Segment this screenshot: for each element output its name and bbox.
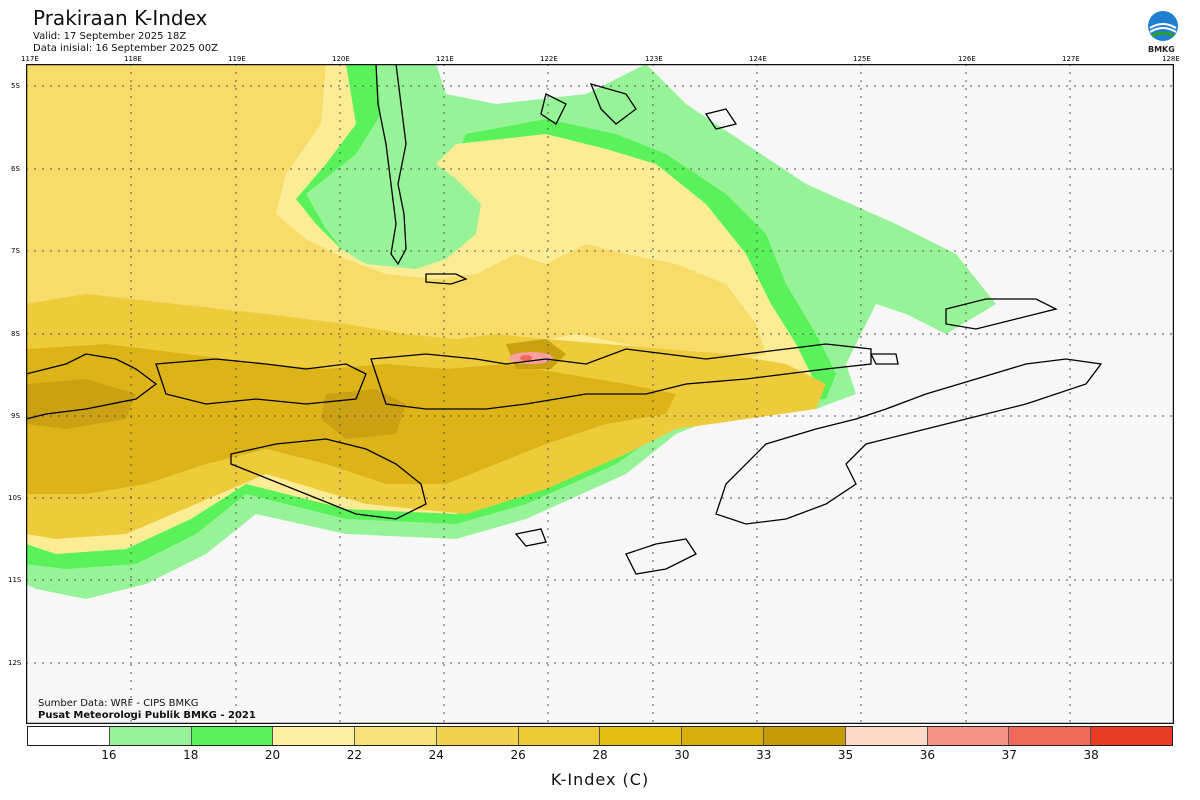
- colorbar-tick-label: 22: [346, 748, 363, 762]
- coastline-timor: [715, 358, 1103, 525]
- lat-label-7s: 7S: [11, 247, 20, 255]
- colorbar-tick-label: 16: [101, 748, 117, 762]
- lon-label-121: 121E: [436, 55, 454, 63]
- lon-label-119: 119E: [228, 55, 246, 63]
- coastline-sumbawa: [155, 358, 367, 405]
- colorbar-swatch: [1009, 727, 1092, 745]
- coastlines: [26, 64, 1103, 575]
- coastline-southeast-sulawesi: [540, 93, 567, 125]
- lat-label-12s: 12S: [8, 659, 22, 667]
- colorbar-tick-label: 30: [674, 748, 690, 762]
- colorbar-swatch: [764, 727, 846, 745]
- colorbar-tick-label: 28: [592, 748, 608, 762]
- colorbar-swatch: [191, 727, 274, 745]
- colorbar-swatch: [355, 727, 437, 745]
- bmkg-logo-icon: [1148, 11, 1178, 41]
- colorbar-swatch: [682, 727, 765, 745]
- lat-label-11s: 11S: [8, 576, 22, 584]
- colorbar-swatch: [436, 727, 519, 745]
- lon-label-127: 127E: [1062, 55, 1080, 63]
- colorbar-swatch: [109, 727, 192, 745]
- organization: Pusat Meteorologi Publik BMKG - 2021: [38, 710, 256, 721]
- colorbar-tick-label: 37: [1001, 748, 1017, 762]
- colorbar-swatch: [273, 727, 356, 745]
- map-frame: [26, 64, 1174, 724]
- lon-label-125: 125E: [853, 55, 871, 63]
- kindex-peak-core: [520, 355, 532, 361]
- coastline-sawu: [514, 528, 547, 547]
- colorbar-tick-label: 20: [264, 748, 281, 762]
- coastline-buton: [589, 83, 637, 125]
- colorbar-title: K-Index (C): [550, 770, 650, 789]
- lon-label-123: 123E: [645, 55, 663, 63]
- colorbar-swatch: [927, 727, 1010, 745]
- colorbar-swatch: [1091, 727, 1172, 745]
- colorbar-tick-label: 24: [428, 748, 444, 762]
- lon-label-124: 124E: [749, 55, 767, 63]
- kindex-zone-28: [26, 379, 136, 429]
- lon-label-128: 128E: [1162, 55, 1180, 63]
- coastline-rote: [625, 538, 697, 575]
- coastline-south-sulawesi: [375, 64, 407, 266]
- colorbar-tick-label: 35: [837, 748, 854, 762]
- coastline-banda: [704, 108, 738, 130]
- colorbar-swatch: [600, 727, 683, 745]
- coastline-flores: [370, 343, 872, 410]
- lat-label-8s: 8S: [11, 330, 20, 338]
- lon-label-118: 118E: [124, 55, 142, 63]
- lon-label-126: 126E: [958, 55, 976, 63]
- logo-label: BMKG: [1148, 45, 1175, 54]
- lat-label-5s: 5S: [11, 82, 20, 90]
- coastline-flores-sea-island: [425, 273, 468, 285]
- k-index-map: 117E: [26, 64, 1174, 724]
- map-title: Prakiraan K-Index: [33, 6, 208, 30]
- lat-label-6s: 6S: [11, 165, 20, 173]
- coastline-wetar: [945, 298, 1058, 330]
- lon-label-120: 120E: [332, 55, 350, 63]
- valid-time: Valid: 17 September 2025 18Z: [33, 31, 187, 42]
- colorbar-tick-label: 33: [756, 748, 772, 762]
- data-source: Sumber Data: WRF - CIPS BMKG: [38, 698, 199, 709]
- colorbar-swatch: [28, 727, 110, 745]
- coastline-alor: [869, 353, 899, 365]
- colorbar-swatch: [845, 727, 928, 745]
- colorbar-tick-label: 18: [183, 748, 199, 762]
- lon-label-122: 122E: [540, 55, 558, 63]
- colorbar-swatch: [518, 727, 601, 745]
- colorbar-tick-label: 26: [510, 748, 526, 762]
- lat-label-10s: 10S: [8, 494, 22, 502]
- colorbar: [27, 726, 1173, 746]
- coastline-lombok: [26, 353, 158, 420]
- coastline-sumba: [230, 438, 427, 520]
- colorbar-tick-label: 38: [1083, 748, 1099, 762]
- lat-label-9s: 9S: [11, 412, 20, 420]
- colorbar-tick-label: 36: [919, 748, 936, 762]
- lon-label-117: 117E: [21, 55, 39, 63]
- init-time: Data inisial: 16 September 2025 00Z: [33, 43, 218, 54]
